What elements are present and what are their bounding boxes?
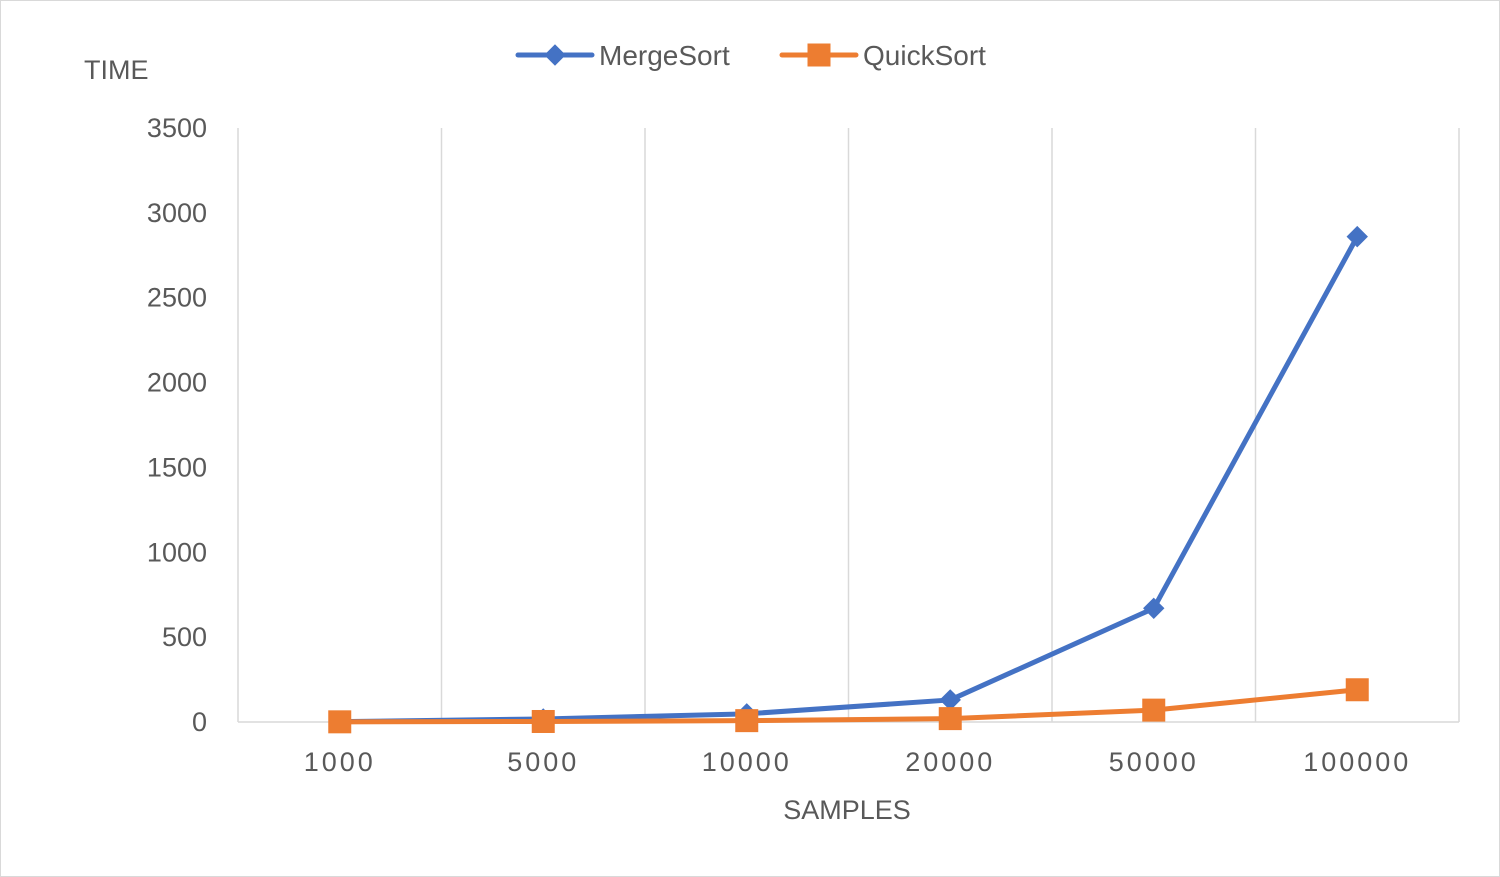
x-tick-label: 10000 [702, 747, 792, 777]
y-tick-label: 0 [192, 707, 207, 737]
x-axis-title: SAMPLES [783, 795, 911, 825]
x-tick-label: 5000 [507, 747, 579, 777]
diamond-marker [939, 689, 961, 711]
y-tick-label: 2000 [147, 368, 207, 398]
square-marker [531, 709, 555, 733]
y-tick-label: 3000 [147, 198, 207, 228]
diamond-marker [1346, 225, 1368, 248]
x-tick-label: 20000 [905, 747, 995, 777]
square-marker [938, 707, 962, 731]
series-line [337, 687, 1360, 725]
y-tick-label: 1000 [147, 537, 207, 567]
legend: MergeSort QuickSort [515, 40, 986, 71]
square-marker [328, 710, 352, 734]
legend-item: QuickSort [779, 40, 986, 71]
x-tick-label: 100000 [1303, 747, 1411, 777]
diamond-marker [544, 44, 566, 66]
y-axis-title: TIME [84, 55, 149, 85]
legend-label: QuickSort [863, 40, 986, 71]
square-marker [1345, 678, 1369, 702]
gridlines [237, 128, 1460, 722]
legend-label: MergeSort [599, 40, 730, 71]
x-tick-label: 1000 [304, 747, 376, 777]
square-marker [735, 709, 759, 733]
y-tick-label: 3500 [147, 113, 207, 143]
tick-labels: 0 500 1000 1500 2000 2500 3000 3500 1000 5000 1000… [147, 113, 1411, 777]
diamond-marker [1143, 597, 1165, 619]
square-marker [1142, 698, 1166, 722]
y-tick-label: 1500 [147, 452, 207, 482]
series-lines [328, 225, 1369, 734]
y-tick-label: 500 [162, 622, 207, 652]
square-marker [807, 43, 831, 67]
x-tick-label: 50000 [1109, 747, 1199, 777]
series-quicksort [328, 678, 1369, 734]
y-tick-label: 2500 [147, 283, 207, 313]
legend-item: MergeSort [515, 40, 730, 71]
